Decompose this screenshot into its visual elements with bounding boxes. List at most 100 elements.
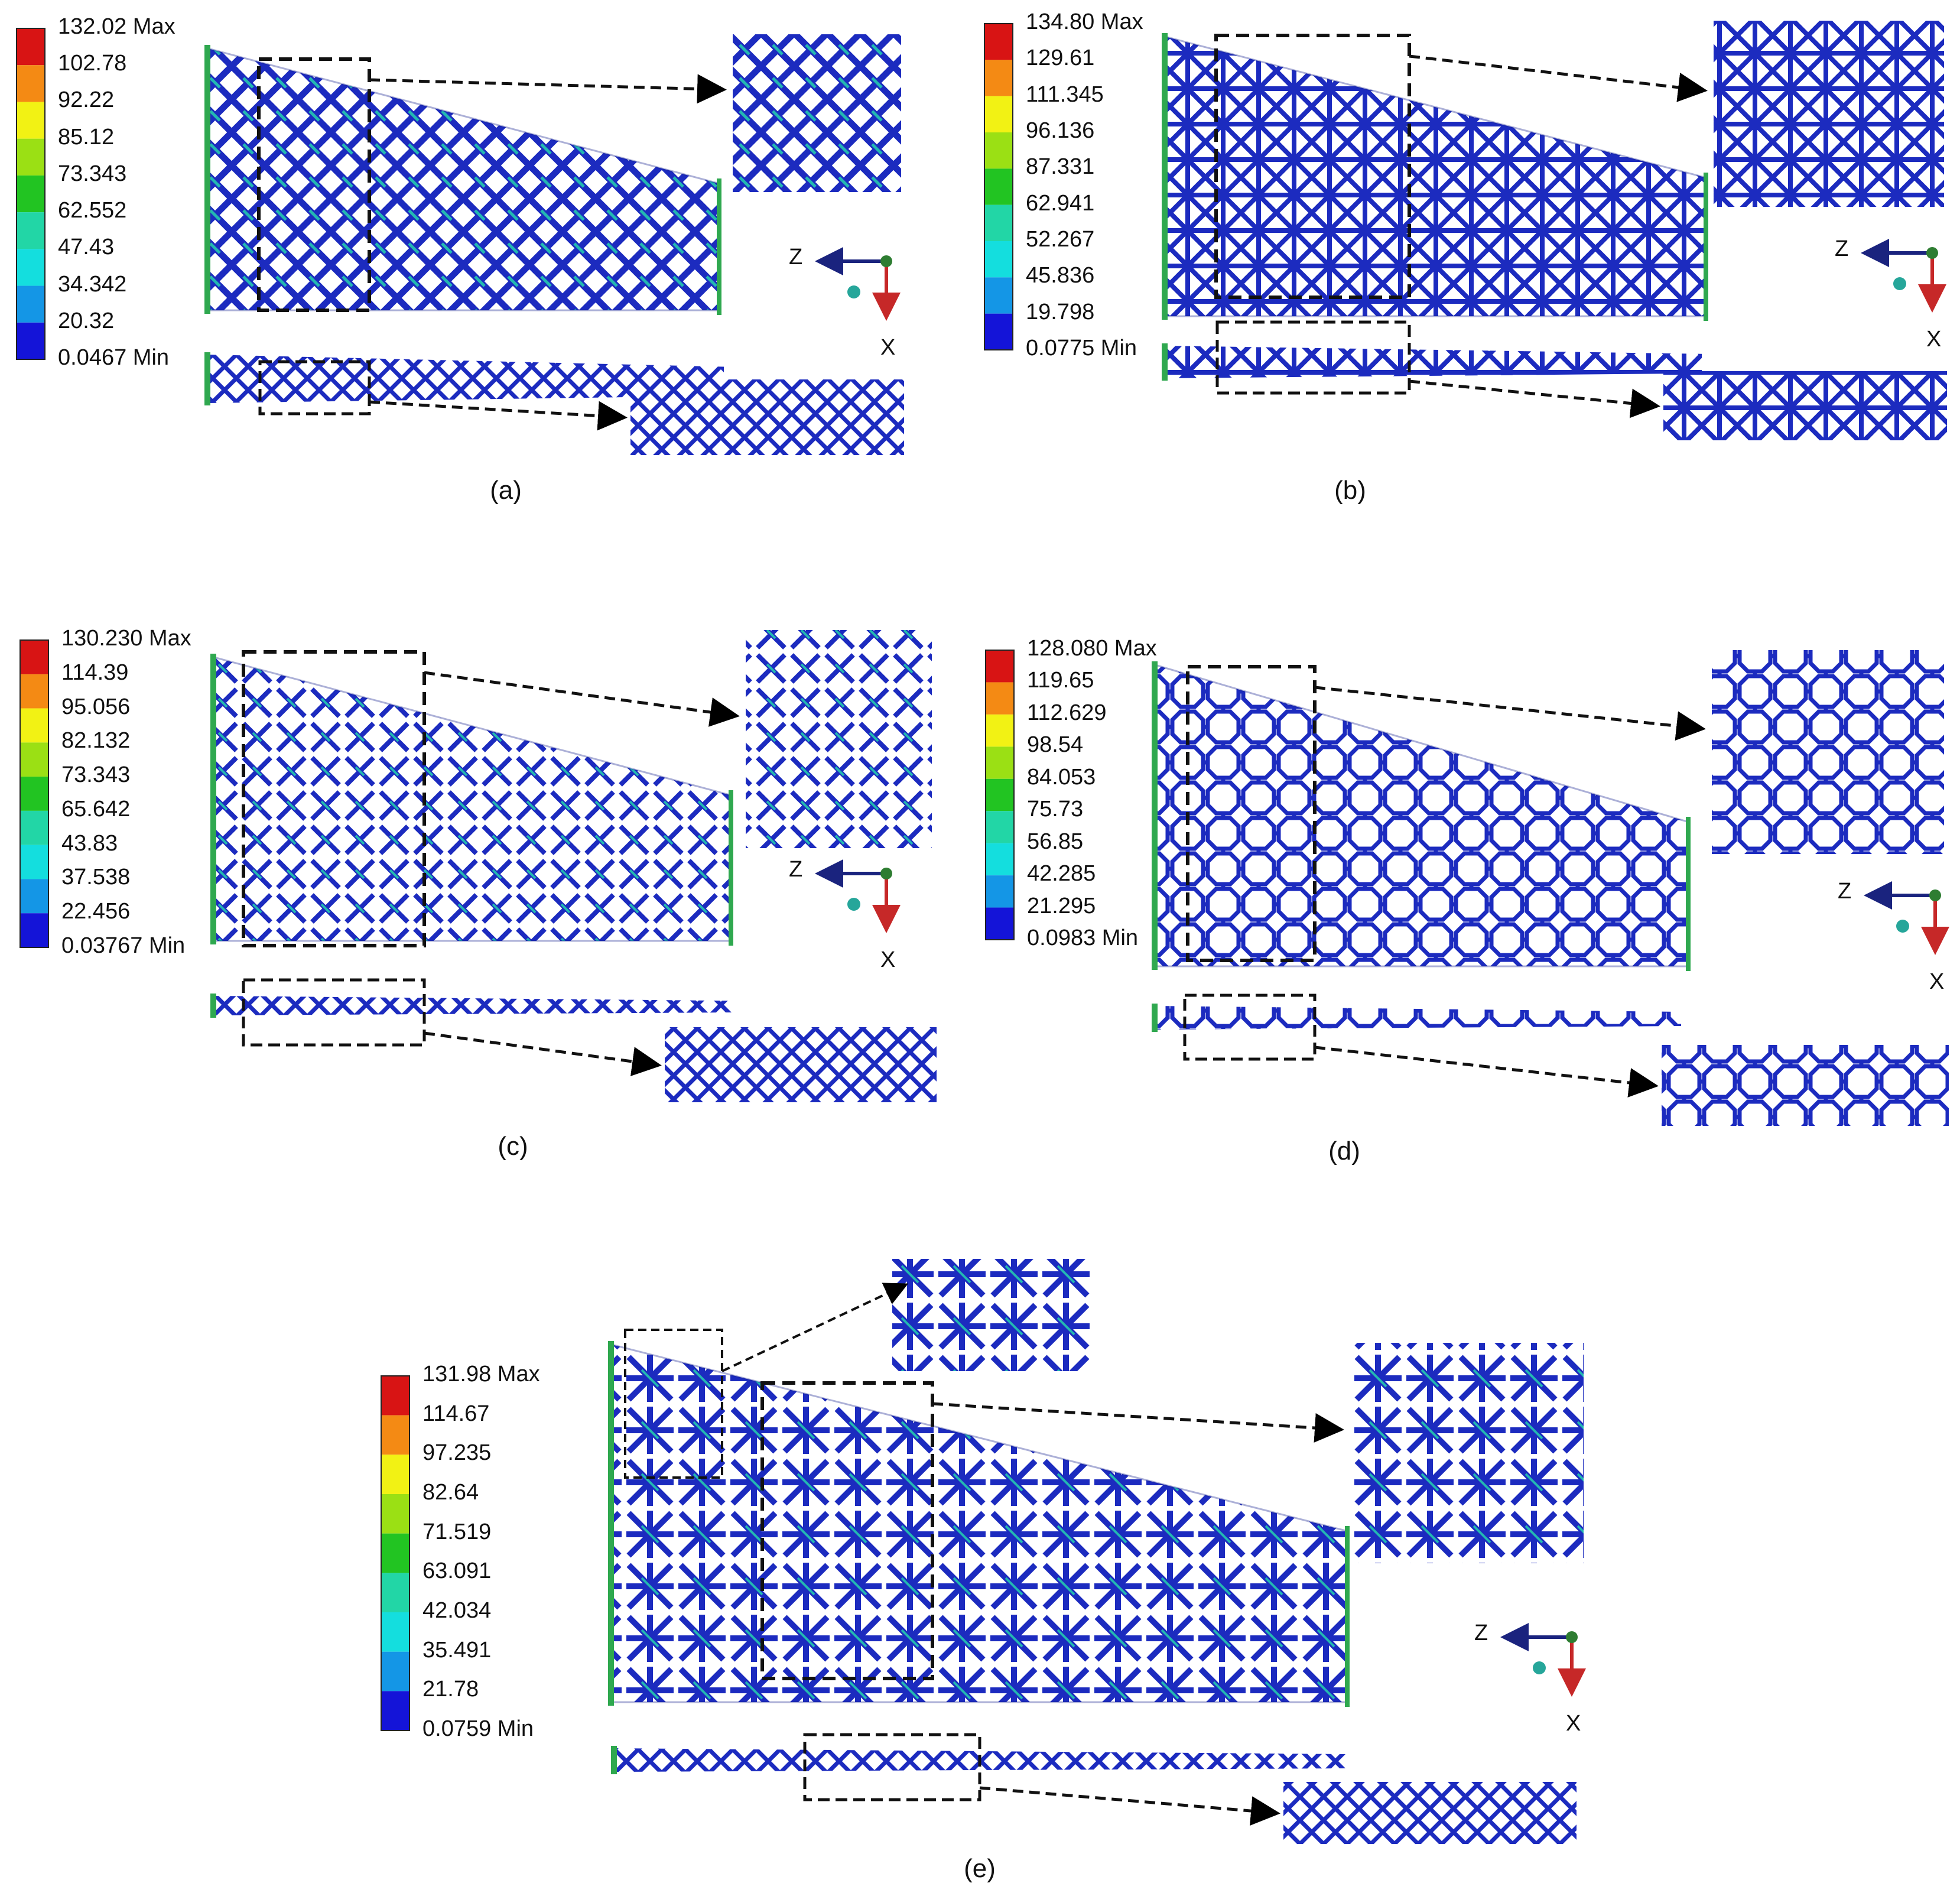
legend-swatch	[381, 1573, 409, 1612]
legend-border	[19, 639, 49, 948]
zoom-arrow	[932, 1402, 1344, 1443]
legend-swatch	[984, 132, 1013, 169]
legend-swatch	[381, 1651, 409, 1692]
fixed-support	[608, 1341, 614, 1706]
legend-swatch	[20, 879, 48, 914]
panel-c	[19, 630, 937, 1102]
side-zoom-region-box	[242, 978, 426, 1047]
zoom-arrow	[1314, 686, 1706, 741]
legend-colorbar	[19, 639, 49, 948]
legend-value: 47.43	[58, 235, 115, 260]
legend-value: 21.78	[422, 1677, 479, 1702]
side-zoom-inset	[665, 1027, 937, 1102]
y-axis-dot	[847, 285, 860, 298]
axis-origin	[1926, 247, 1938, 259]
legend-value: 37.538	[61, 865, 131, 890]
legend-border	[985, 650, 1015, 940]
legend-swatch	[17, 28, 45, 66]
legend-value: 20.32	[58, 308, 115, 333]
legend-swatch	[381, 1415, 409, 1455]
end-support	[1345, 1526, 1350, 1707]
legend-value: 62.552	[58, 198, 127, 223]
panel-d	[985, 650, 1949, 1126]
legend-value: 130.230 Max	[61, 626, 191, 651]
legend-value: 97.235	[422, 1440, 492, 1466]
x-axis-label: X	[880, 947, 896, 972]
side-zoom-region-box	[1215, 320, 1411, 395]
legend-value: 43.83	[61, 830, 118, 856]
legend-swatch	[17, 322, 45, 359]
axis-triad	[1864, 881, 1949, 955]
lattice-beam	[1155, 665, 1687, 966]
legend-swatch	[984, 96, 1013, 132]
lattice-beam	[1165, 37, 1705, 316]
side-fixed-support	[1152, 1004, 1158, 1032]
lattice-beam	[208, 48, 718, 310]
legend-value: 112.629	[1027, 700, 1107, 725]
legend-colorbar	[381, 1375, 410, 1731]
legend-swatch	[984, 168, 1013, 205]
side-zoom-arrow	[1409, 379, 1660, 418]
side-fixed-support	[1162, 343, 1168, 381]
axis-triad	[815, 859, 901, 933]
legend-value: 71.519	[422, 1519, 492, 1544]
legend-value: 42.285	[1027, 861, 1096, 887]
legend-swatch	[986, 811, 1014, 843]
legend-value: 62.941	[1026, 190, 1095, 216]
x-axis-label: X	[1929, 969, 1945, 994]
legend-value: 65.642	[61, 796, 131, 822]
zoom-region-box	[1186, 665, 1317, 962]
legend-swatch	[381, 1376, 409, 1415]
zoom-inset	[1714, 21, 1944, 207]
side-zoom-region-box	[258, 360, 371, 415]
side-zoom-region-box	[1183, 994, 1317, 1061]
z-axis-label: Z	[1835, 236, 1849, 261]
legend-swatch	[17, 249, 45, 286]
zoom-region-box	[242, 650, 426, 947]
legend-swatch	[986, 650, 1014, 683]
legend-value: 114.39	[61, 660, 129, 685]
legend-swatch	[17, 212, 45, 249]
lattice-beam	[214, 657, 730, 941]
legend-swatch	[984, 277, 1013, 314]
panel-b	[984, 21, 1947, 440]
y-axis-dot	[1533, 1661, 1546, 1674]
zoom-inset	[746, 630, 932, 848]
legend-swatch	[20, 674, 48, 709]
legend-value: 102.78	[58, 51, 127, 76]
legend-value: 98.54	[1027, 732, 1084, 758]
legend-swatch	[986, 907, 1014, 940]
legend-swatch	[986, 746, 1014, 779]
legend-value: 0.0467 Min	[58, 345, 170, 370]
legend-swatch	[986, 714, 1014, 747]
fixed-support	[1162, 33, 1168, 320]
z-axis-label: Z	[1838, 879, 1852, 904]
axis-triad	[1500, 1623, 1586, 1697]
legend-colorbar	[985, 650, 1015, 940]
axis-origin	[1929, 889, 1941, 901]
legend-value: 0.0759 Min	[422, 1716, 534, 1741]
legend-value: 22.456	[61, 899, 131, 924]
x-axis-label: X	[1926, 327, 1942, 352]
legend-swatch	[381, 1691, 409, 1731]
legend-swatch	[984, 60, 1013, 96]
fixed-support	[1152, 661, 1158, 970]
legend-value: 85.12	[58, 124, 115, 150]
legend-value: 35.491	[422, 1637, 492, 1663]
z-axis-label: Z	[1474, 1621, 1488, 1645]
side-fixed-support	[210, 994, 216, 1018]
legend-colorbar	[16, 28, 45, 360]
legend-value: 84.053	[1027, 764, 1096, 790]
legend-swatch	[20, 777, 48, 811]
zoom-arrow	[369, 74, 727, 104]
legend-value: 21.295	[1027, 893, 1096, 918]
legend-value: 73.343	[61, 762, 131, 788]
legend-swatch	[20, 640, 48, 674]
legend-border	[984, 23, 1013, 350]
x-axis-label: X	[1566, 1711, 1581, 1736]
z-axis-label: Z	[789, 857, 803, 882]
y-axis-dot	[1896, 920, 1909, 933]
legend-swatch	[20, 810, 48, 845]
zoom-region-box	[760, 1381, 934, 1680]
